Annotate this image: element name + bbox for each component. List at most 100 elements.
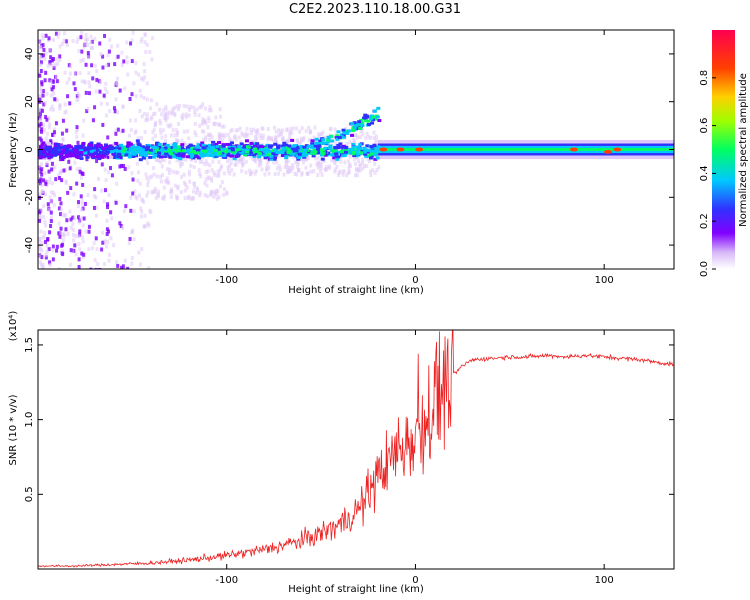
heatmap-cell [320, 172, 324, 177]
heatmap-cell [41, 36, 45, 41]
heatmap-cell [124, 204, 128, 209]
heatmap-cell [159, 179, 163, 184]
heatmap-cell [189, 150, 194, 154]
heatmap-cell [245, 145, 250, 149]
heatmap-cell [245, 126, 249, 131]
heatmap-cell [99, 155, 104, 159]
heatmap-cell [217, 195, 221, 200]
heatmap-cell [47, 247, 51, 252]
heatmap-cell [82, 118, 86, 123]
heatmap-cell [45, 131, 49, 136]
heatmap-cell [104, 154, 108, 159]
heatmap-cell [326, 151, 331, 155]
heatmap-cell [361, 161, 365, 166]
heatmap-cell [75, 127, 79, 132]
heatmap-cell [143, 129, 147, 134]
heatmap-cell [255, 136, 259, 141]
heatmap-cell [56, 34, 60, 39]
heatmap-cell [245, 148, 250, 152]
heatmap-cell [206, 147, 211, 151]
heatmap-cell [44, 181, 48, 186]
heatmap-cell [198, 190, 202, 195]
heatmap-cell [184, 157, 188, 162]
heatmap-cell [94, 267, 98, 269]
heatmap-cell [363, 152, 368, 156]
heatmap-cell [307, 145, 312, 149]
heatmap-cell [95, 159, 99, 164]
heatmap-cell [230, 168, 234, 173]
heatmap-cell [370, 121, 375, 125]
heatmap-cell [176, 145, 181, 149]
heatmap-cell [358, 135, 362, 140]
heatmap-cell [337, 173, 341, 178]
heatmap-cell [58, 234, 62, 239]
heatmap-cell [136, 136, 140, 141]
heatmap-cell [282, 141, 287, 145]
heatmap-cell [162, 154, 167, 158]
heatmap-cell [261, 133, 265, 138]
heatmap-cell [344, 131, 349, 135]
heatmap-cell [317, 144, 322, 148]
heatmap-cell [143, 152, 148, 156]
heatmap-cell [80, 171, 84, 176]
heatmap-cell [263, 172, 267, 177]
heatmap-cell [290, 138, 295, 142]
heatmap-cell [282, 172, 286, 177]
heatmap-cell [211, 145, 216, 149]
heatmap-cell [132, 209, 136, 214]
heatmap-cell [41, 89, 45, 94]
heatmap-cell [161, 195, 165, 200]
heatmap-cell [194, 154, 199, 158]
heatmap-cell [69, 186, 73, 191]
heatmap-cell [366, 122, 371, 126]
heatmap-cell [332, 148, 337, 152]
heatmap-cell [65, 43, 69, 48]
heatmap-cell [45, 161, 49, 166]
heatmap-cell [49, 140, 53, 145]
heatmap-cell [147, 266, 151, 269]
heatmap-cell [54, 31, 58, 36]
heatmap-cell [46, 236, 50, 241]
heatmap-cell [138, 88, 142, 93]
heatmap-cell [211, 159, 215, 164]
heatmap-cell [285, 170, 289, 175]
heatmap-cell [151, 150, 156, 154]
heatmap-cell [341, 154, 346, 158]
heatmap-cell [234, 155, 239, 159]
heatmap-cell [71, 227, 75, 232]
heatmap-cell [228, 147, 233, 151]
heatmap-cell [42, 102, 46, 107]
heatmap-cell [52, 65, 56, 70]
heatmap-cell [45, 151, 50, 155]
heatmap-cell [38, 236, 42, 241]
heatmap-cell [165, 176, 169, 181]
heatmap-cell [321, 149, 326, 153]
heatmap-cell [61, 137, 65, 142]
heatmap-cell [267, 165, 271, 170]
heatmap-cell [107, 192, 111, 197]
heatmap-cell [237, 145, 242, 149]
heatmap-cell [299, 157, 303, 162]
heatmap-cell [213, 191, 217, 196]
heatmap-cell [49, 199, 53, 204]
heatmap-cell [295, 172, 299, 177]
heatmap-cell [280, 144, 285, 148]
heatmap-cell [77, 220, 81, 225]
heatmap-cell [145, 116, 149, 121]
heatmap-cell [195, 107, 199, 112]
heatmap-cell [355, 155, 359, 160]
heatmap-cell [321, 138, 326, 142]
heatmap-cell [277, 128, 281, 133]
heatmap-cell [129, 147, 134, 151]
heatmap-cell [289, 127, 293, 132]
heatmap-cell [115, 110, 119, 115]
heatmap-cell [264, 150, 269, 154]
heatmap-cell [109, 145, 114, 149]
heatmap-cell [194, 158, 198, 163]
heatmap-cell [65, 218, 69, 223]
heatmap-cell [145, 176, 149, 181]
heatmap-cell [305, 157, 309, 162]
heatmap-cell [73, 216, 77, 221]
heatmap-cell [148, 49, 152, 54]
heatmap-cell [44, 136, 48, 141]
